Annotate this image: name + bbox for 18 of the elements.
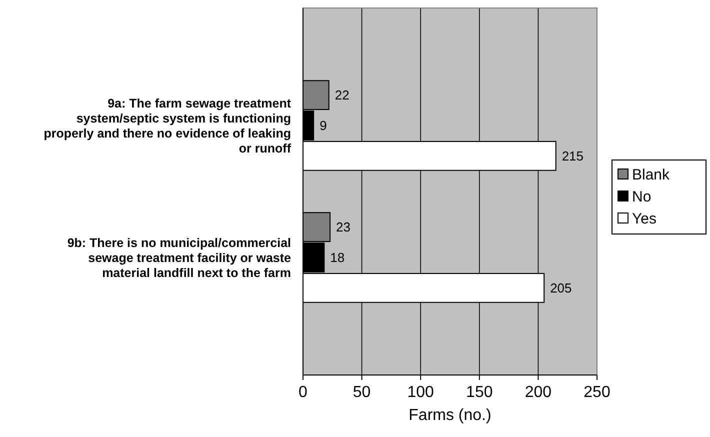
data-label: 18 — [330, 250, 345, 266]
legend-label: Blank — [632, 166, 670, 184]
data-label: 205 — [550, 280, 572, 296]
x-tick-label: 250 — [584, 384, 610, 401]
data-label: 22 — [334, 88, 350, 103]
x-axis-title: Farms (no.) — [408, 407, 492, 424]
x-tick-label: 0 — [298, 384, 308, 401]
x-tick-label: 200 — [524, 384, 552, 401]
legend-label: No — [632, 188, 652, 206]
legend-label: Yes — [632, 210, 656, 228]
x-tick-label: 100 — [407, 384, 434, 401]
data-label: 9 — [320, 118, 327, 134]
y-tick-label: 9a: The farm sewage treatment system/septic system is functioning properly and there no evidence of leaking or runoff — [44, 96, 292, 156]
x-tick-label: 150 — [466, 384, 493, 401]
y-tick-label: 9b: There is no municipal/commercial sewage treatment facility or waste material landfill next to the farm — [67, 236, 292, 280]
data-label: 215 — [562, 148, 584, 164]
data-label: 23 — [336, 220, 351, 235]
x-tick-label: 50 — [352, 384, 371, 401]
